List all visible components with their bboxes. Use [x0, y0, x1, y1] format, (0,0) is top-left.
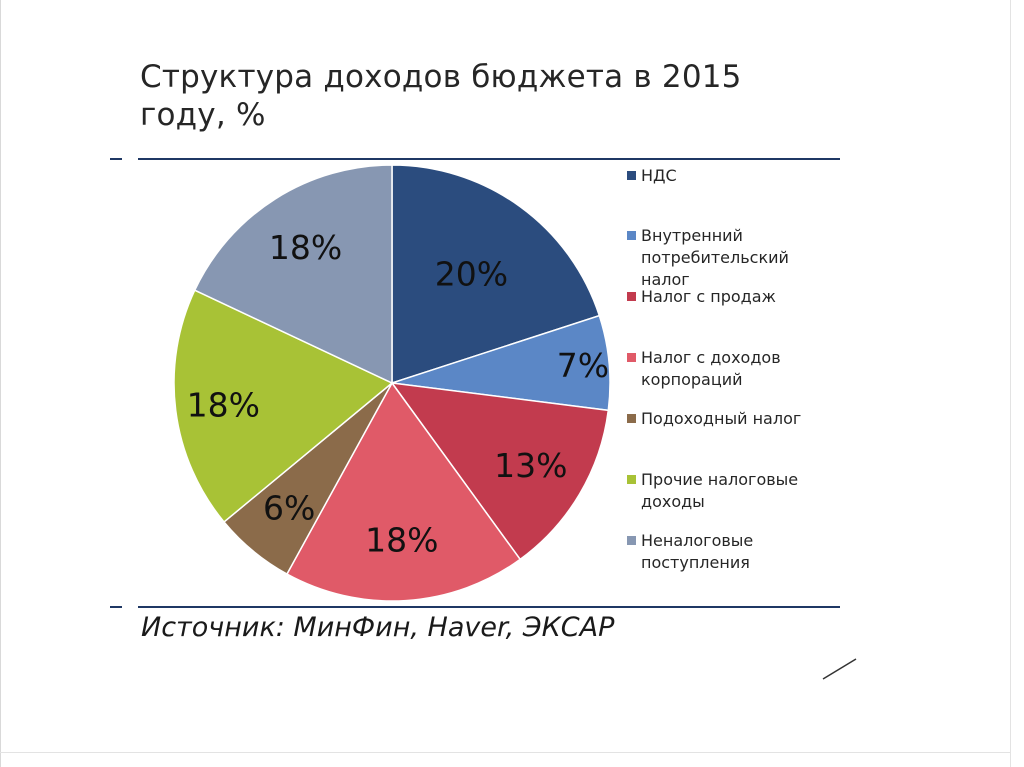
- slide-border-right: [1010, 0, 1011, 767]
- source-note: Источник: МинФин, Haver, ЭКСАР: [141, 612, 615, 643]
- pie-slice-label: 18%: [365, 521, 438, 560]
- legend-label: Внутренний потребительский налог: [641, 226, 789, 289]
- legend-swatch: [627, 536, 636, 545]
- pie-slices: [173, 164, 611, 602]
- legend-swatch: [627, 292, 636, 301]
- pie-slice-label: 18%: [269, 228, 342, 267]
- pie-slice: [173, 289, 394, 524]
- legend-label: НДС: [641, 166, 677, 185]
- legend-label: Налог с продаж: [641, 287, 776, 306]
- pie-slice-labels: 20% 7% 13% 18% 6% 18% 18%: [187, 228, 610, 560]
- bottom-rule: [138, 606, 840, 608]
- pie-slice: [285, 381, 522, 602]
- bottom-rule-tick: [110, 606, 122, 608]
- legend-swatch: [627, 414, 636, 423]
- slide-border-left: [0, 0, 1, 767]
- pie-slice-label: 18%: [187, 385, 260, 424]
- chart-title: Структура доходов бюджета в 2015 году, %: [140, 59, 742, 133]
- legend-swatch: [627, 353, 636, 362]
- decorative-slash-icon: [822, 658, 857, 680]
- legend-label: Налог с доходов корпораций: [641, 348, 781, 389]
- top-rule-tick: [110, 158, 122, 160]
- legend-label: Прочие налоговые доходы: [641, 470, 799, 511]
- pie-slice-label: 6%: [263, 488, 315, 527]
- legend-label: Подоходный налог: [641, 409, 802, 428]
- pie-slice: [391, 164, 601, 385]
- pie-slice: [390, 382, 610, 561]
- legend-swatch: [627, 231, 636, 240]
- slide-border-bottom: [0, 752, 1011, 753]
- pie-slice: [193, 164, 393, 385]
- pie-slice-label: 7%: [557, 346, 609, 385]
- pie-slice-label: 13%: [494, 446, 567, 485]
- pie-slice-label: 20%: [435, 255, 508, 294]
- legend-swatch: [627, 171, 636, 180]
- legend-label: Неналоговые поступления: [641, 531, 754, 572]
- top-rule: [138, 158, 840, 160]
- legend-swatch: [627, 475, 636, 484]
